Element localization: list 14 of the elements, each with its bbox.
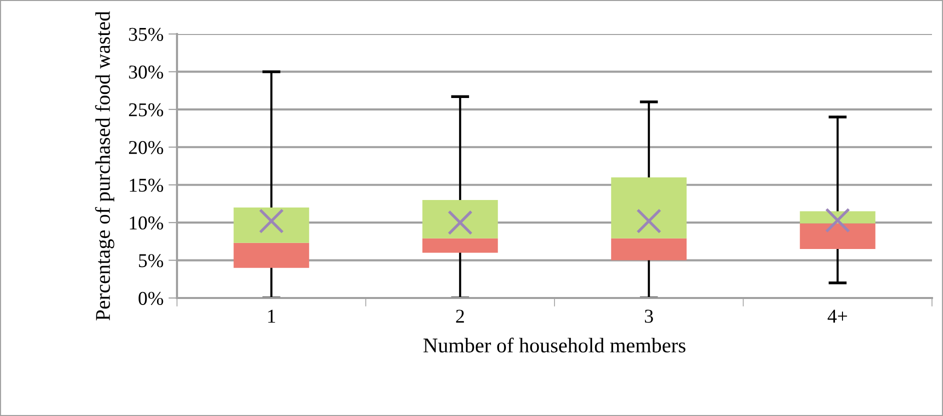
x-tick-label: 3 — [644, 310, 653, 323]
y-axis-title: Percentage of purchased food wasted — [95, 11, 114, 320]
x-tick-label: 2 — [456, 310, 464, 323]
y-tick-label: 10% — [130, 216, 164, 230]
y-tick-label: 20% — [129, 140, 164, 154]
y-tick-label: 5% — [139, 254, 164, 268]
y-tick-label: 15% — [130, 178, 164, 192]
x-axis-title: Number of household members — [423, 338, 686, 353]
y-tick-label: 0% — [138, 292, 164, 305]
y-tick-label: 25% — [129, 103, 164, 116]
y-tick-label: 35% — [129, 28, 164, 41]
x-tick-label: 4+ — [828, 310, 848, 323]
y-tick-label: 30% — [129, 66, 164, 79]
x-tick-label: 1 — [268, 310, 276, 323]
